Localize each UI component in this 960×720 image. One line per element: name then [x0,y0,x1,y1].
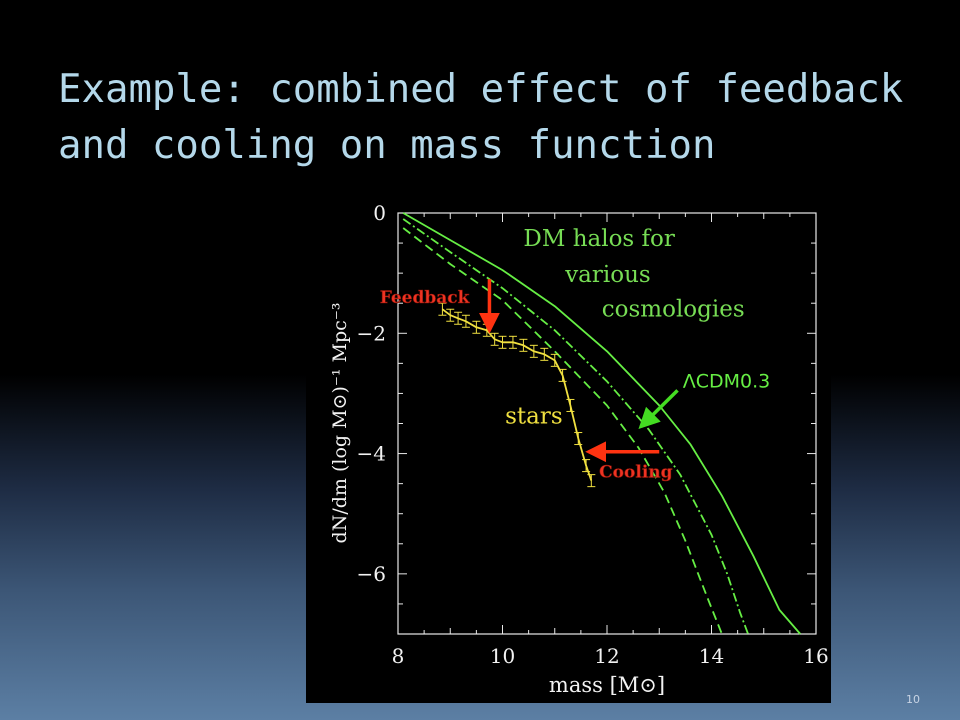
annotation-dm-halos-for: DM halos for [523,226,675,252]
dm-halo-curve-3 [402,227,723,635]
y-tick-label: −4 [357,442,386,466]
x-tick-label: 12 [594,644,619,668]
x-tick-label: 8 [392,644,405,668]
x-tick-label: 14 [699,644,724,668]
annotation-various: various [564,262,651,288]
series-group [402,212,801,635]
y-tick-label: −2 [357,321,386,345]
annotation-cooling: Cooling [599,463,672,483]
annotation-cosmologies: cosmologies [602,296,745,322]
slide-title: Example: combined effect of feedback and… [58,67,904,168]
lcdm-arrow [638,389,679,429]
mass-function-chart: 8 10 12 14 16 0 −2 −4 −6 DM halos for various cos… [329,201,829,697]
y-axis-label: dN/dm (log M⊙)⁻¹ Mpc⁻³ [329,303,351,544]
stars-curve [441,308,593,481]
x-tick-label: 10 [490,644,515,668]
x-tick-label: 16 [803,644,828,668]
y-tick-label: −6 [357,562,386,586]
annotation-cdm0-3: ΛCDM0.3 [683,370,771,392]
mass-function-plot: 8 10 12 14 16 0 −2 −4 −6 DM halos for various cos… [306,192,831,703]
y-axis-ticks: 0 −2 −4 −6 [357,201,816,635]
annotations-group: DM halos for various cosmologies ΛCDM0.3 sta… [379,226,771,483]
x-axis-ticks: 8 10 12 14 16 [392,213,829,668]
annotation-stars: stars [505,404,563,430]
dm-halo-curve-1 [402,212,801,635]
y-tick-label: 0 [373,201,386,225]
slide-number: 10 [906,693,920,706]
x-axis-label: mass [M⊙] [549,673,665,697]
annotation-feedback: Feedback [380,288,471,308]
dm-halo-curve-2 [402,218,749,635]
